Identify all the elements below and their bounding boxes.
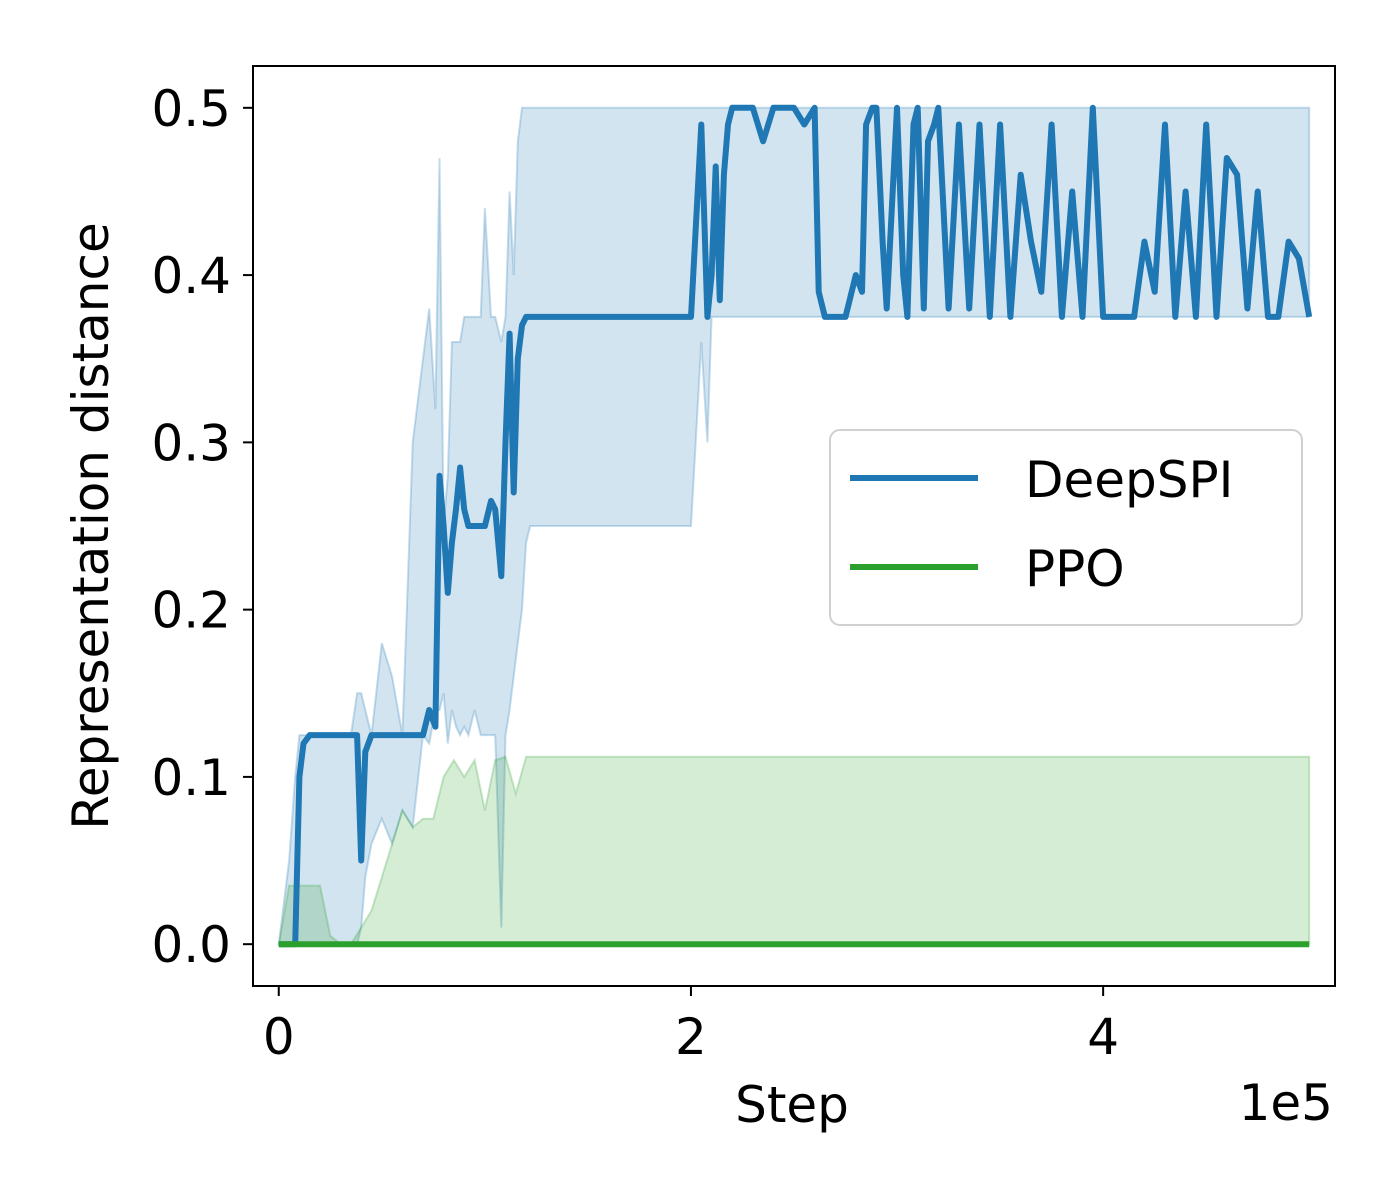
series-lines — [278, 104, 1313, 948]
band-ppo — [277, 755, 1311, 946]
y-axis-label: Representation distance — [62, 222, 120, 830]
x-tick-label: 0 — [263, 1008, 295, 1066]
x-axis-label: Step — [735, 1076, 849, 1134]
plot-frame — [252, 65, 1336, 987]
y-tick-label: 0.0 — [151, 916, 231, 974]
x-tick-label: 2 — [675, 1008, 707, 1066]
y-tick-label: 0.2 — [151, 582, 231, 640]
y-tick-label: 0.1 — [151, 749, 231, 807]
x-axis-ticks: 0 2 4 — [263, 986, 1119, 1066]
x-axis-offset-text: 1e5 — [1239, 1074, 1333, 1132]
legend-label-deepspi: DeepSPI — [1025, 451, 1233, 509]
y-tick-label: 0.5 — [151, 80, 231, 138]
y-axis-ticks: 0.0 0.1 0.2 0.3 0.4 0.5 — [151, 80, 253, 974]
legend-label-ppo: PPO — [1025, 540, 1125, 598]
y-tick-label: 0.4 — [151, 247, 231, 305]
series-line-deepspi — [278, 104, 1313, 948]
y-tick-label: 0.3 — [151, 414, 231, 472]
legend: DeepSPI PPO — [829, 429, 1303, 626]
x-tick-label: 4 — [1087, 1008, 1119, 1066]
